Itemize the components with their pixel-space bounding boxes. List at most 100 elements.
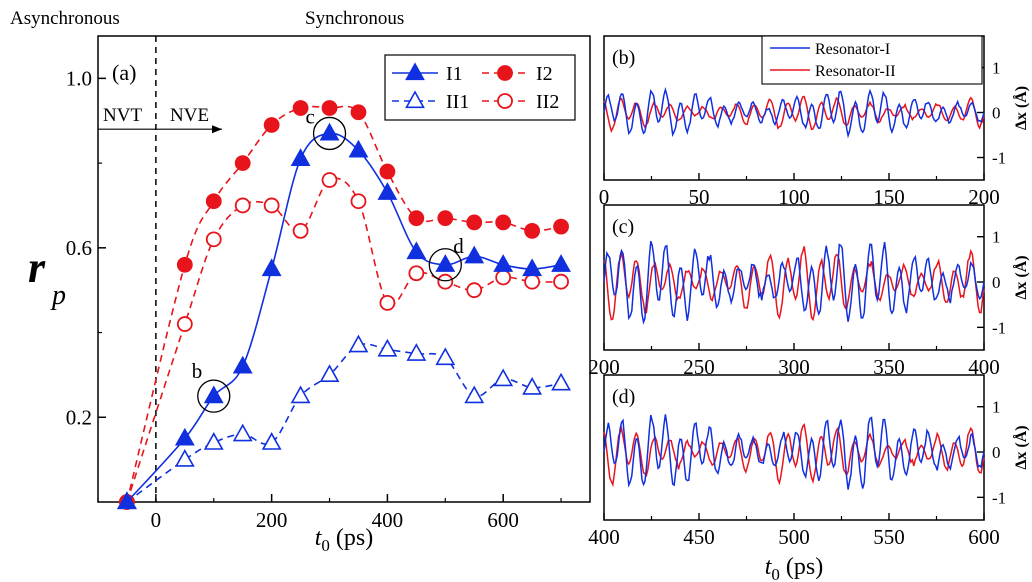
data-point-II1 [522, 376, 543, 395]
highlight-circle-c [312, 116, 347, 151]
data-point-II1 [290, 385, 311, 404]
data-point-II2 [437, 273, 454, 290]
highlight-label-b: b [192, 359, 203, 383]
legend-marker-II1 [405, 90, 425, 109]
legend-label-resonator-i: Resonator-I [815, 41, 890, 58]
x-tick-label: 500 [778, 525, 810, 549]
data-point-II1 [464, 385, 485, 404]
data-point-II2 [379, 294, 396, 311]
panel-d-chart: 400 450 500 550 600 -1 0 1 Δx (Å) (d) t0 (ps) [588, 374, 1030, 582]
nve-arrow-head [212, 125, 222, 134]
data-point-I1 [348, 139, 369, 158]
data-point-I2 [292, 100, 309, 116]
data-point-I2 [466, 214, 483, 231]
y-tick-label: -1 [992, 488, 1006, 507]
y-tick-label: 0.6 [66, 236, 92, 260]
data-point-II2 [205, 231, 222, 248]
series-line-II2 [126, 177, 562, 503]
label-nve: NVE [170, 105, 209, 126]
y-axis-label-subscript: p [50, 280, 66, 311]
data-point-I1 [174, 427, 195, 446]
data-point-II2 [321, 172, 338, 188]
trace-resonator-i [603, 86, 985, 139]
data-point-II1 [435, 347, 456, 366]
data-point-II2 [553, 273, 569, 290]
panel-label: (d) [612, 386, 635, 408]
legend-label-resonator-ii: Resonator-II [815, 63, 896, 80]
data-point-II2 [408, 265, 425, 282]
x-tick-label: 0 [599, 185, 610, 209]
data-point-I2 [205, 193, 222, 210]
data-point-I1 [261, 258, 282, 277]
panel-label: (c) [612, 216, 634, 238]
x-tick-label: 600 [968, 525, 1000, 549]
data-point-II1 [493, 368, 514, 387]
data-point-II1 [319, 364, 340, 383]
y-axis-label: Δx (Å) [1012, 86, 1030, 130]
trace-resonator-ii [603, 95, 985, 134]
label-asynchronous: Asynchronous [10, 8, 120, 29]
trace-resonator-ii [603, 423, 985, 488]
highlight-circle-d [428, 248, 462, 282]
series-line-I1 [126, 132, 562, 503]
data-point-II1 [348, 334, 369, 353]
y-axis-label: Δx (Å) [1012, 255, 1030, 299]
trace-resonator-i [603, 240, 985, 325]
trace-resonator-i [603, 414, 985, 490]
x-axis-label: t0 (ps) [765, 554, 824, 582]
x-tick-label: 450 [683, 525, 715, 549]
highlight-label-c: c [306, 104, 315, 128]
highlight-label-d: d [453, 234, 464, 258]
data-point-I2 [408, 210, 425, 227]
legend-box [761, 35, 983, 85]
label-synchronous: Synchronous [305, 8, 404, 29]
x-tick-label: 0 [151, 508, 162, 532]
data-point-I1 [232, 355, 253, 374]
y-axis-label: r [28, 243, 46, 292]
x-tick-label: 200 [256, 508, 288, 532]
data-point-II1 [261, 432, 282, 450]
data-point-I1 [203, 385, 224, 404]
x-tick-label: 50 [689, 185, 710, 209]
data-point-II2 [234, 197, 251, 214]
data-point-II1 [406, 343, 427, 361]
x-tick-label: 600 [487, 508, 519, 532]
data-point-I2 [524, 222, 541, 239]
data-point-I2 [234, 155, 251, 171]
data-point-I1 [464, 245, 485, 264]
y-tick-label: 0 [992, 443, 1001, 462]
data-point-I2 [379, 163, 396, 180]
legend-label-II1: II1 [446, 91, 469, 113]
x-tick-label: 550 [873, 525, 905, 549]
data-point-II1 [551, 372, 571, 391]
data-point-I2 [321, 100, 338, 116]
data-point-I1 [493, 254, 514, 272]
data-point-I1 [377, 182, 398, 200]
y-tick-label: 0.2 [66, 405, 92, 429]
panel-label-a: (a) [112, 60, 136, 85]
legend-marker-II2 [497, 93, 513, 109]
y-tick-label: 0 [992, 273, 1001, 292]
data-point-II1 [174, 448, 195, 467]
data-point-II2 [292, 222, 309, 239]
data-point-I1 [117, 491, 137, 510]
y-tick-label: -1 [992, 149, 1006, 168]
y-tick-label: 1 [992, 398, 1001, 417]
label-nvt: NVT [103, 105, 142, 126]
data-point-II2 [263, 197, 280, 214]
panel-a-chart: 0 200 400 600 0.2 0.6 1.0 t0 (ps) rp Asynchronous… [10, 8, 591, 555]
data-point-I1 [551, 254, 571, 272]
panel-label: (b) [612, 47, 635, 69]
data-point-II1 [377, 338, 398, 357]
trace-resonator-ii [603, 246, 985, 322]
y-tick-label: 0 [992, 104, 1001, 123]
data-point-I1 [290, 148, 311, 166]
series-line-I2 [126, 105, 562, 503]
data-point-I1 [406, 241, 427, 260]
legend: I1 I2 II1 II2 [384, 54, 576, 121]
y-tick-label: -1 [992, 318, 1006, 337]
y-tick-label: 1 [992, 228, 1001, 247]
